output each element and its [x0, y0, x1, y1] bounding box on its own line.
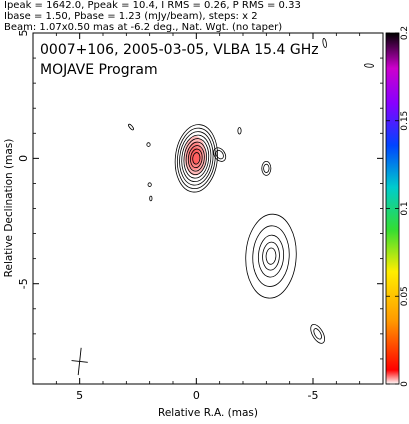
component-2-contour-1	[261, 160, 272, 176]
plot-frame	[32, 32, 384, 385]
colorbar-tick-label: 0	[400, 381, 409, 387]
component-9-contour-0	[363, 63, 375, 68]
component-7-contour-0	[147, 182, 152, 187]
component-4-contour-0	[237, 127, 242, 135]
component-8-contour-0	[149, 195, 153, 202]
x-tick-label: 0	[193, 389, 200, 402]
component-1-contour-0	[313, 328, 322, 340]
core-contour-7	[176, 127, 216, 189]
polarization-patch-2	[190, 147, 200, 165]
colorbar-tick-label: 0.15	[400, 111, 409, 131]
core-contour-8	[174, 124, 218, 193]
component-0-contour-4	[245, 213, 297, 299]
core-contour-1	[190, 148, 203, 169]
y-tick-label: -5	[17, 278, 30, 289]
component-3-contour-1	[213, 147, 227, 162]
component-2-contour-0	[263, 163, 270, 173]
component-6-contour-0	[146, 142, 151, 147]
y-tick-label: 0	[17, 155, 30, 162]
core-contour-2	[187, 145, 205, 172]
colorbar-tick-label: 0.05	[400, 286, 409, 306]
header-line-3: Beam: 1.07x0.50 mas at -6.2 deg., Nat. W…	[4, 22, 282, 33]
core-contour-3	[185, 141, 207, 176]
component-1-contour-1	[310, 323, 326, 344]
core-contour-5	[181, 134, 212, 183]
component-0-contour-0	[265, 247, 277, 265]
plot-title: 0007+106, 2005-03-05, VLBA 15.4 GHz	[40, 42, 319, 58]
colorbar-tick-label: 0.1	[400, 201, 409, 215]
component-0-contour-1	[262, 241, 280, 271]
plot-subtitle: MOJAVE Program	[40, 62, 158, 78]
y-axis-label: Relative Declination (mas)	[3, 139, 15, 278]
core-contour-4	[183, 138, 210, 179]
colorbar-tick-label: 0.2	[400, 26, 409, 40]
beam-minor-axis	[71, 360, 88, 363]
x-tick-label: -5	[308, 389, 319, 402]
core-contour-0	[192, 152, 201, 165]
component-5-contour-0	[128, 123, 134, 131]
core-contour-6	[179, 131, 214, 186]
component-10-contour-0	[322, 38, 327, 49]
header-line-2: Ibase = 1.50, Pbase = 1.23 (mJy/beam), s…	[4, 11, 258, 22]
axis-ticks: 5 0 -5 5 0 -5	[17, 30, 384, 402]
plot-area	[71, 38, 375, 376]
beam-marker	[71, 347, 88, 376]
x-tick-label: 5	[76, 389, 83, 402]
x-axis-label: Relative R.A. (mas)	[158, 407, 258, 419]
y-tick-label: 5	[17, 30, 30, 37]
colorbar-ticks: 0 0.05 0.1 0.15 0.2	[386, 26, 409, 387]
component-0-contour-2	[257, 234, 285, 278]
component-3-contour-0	[215, 149, 224, 160]
header-line-1: Ipeak = 1642.0, Ppeak = 10.4, I RMS = 0.…	[4, 0, 301, 11]
component-0-contour-3	[252, 225, 290, 287]
